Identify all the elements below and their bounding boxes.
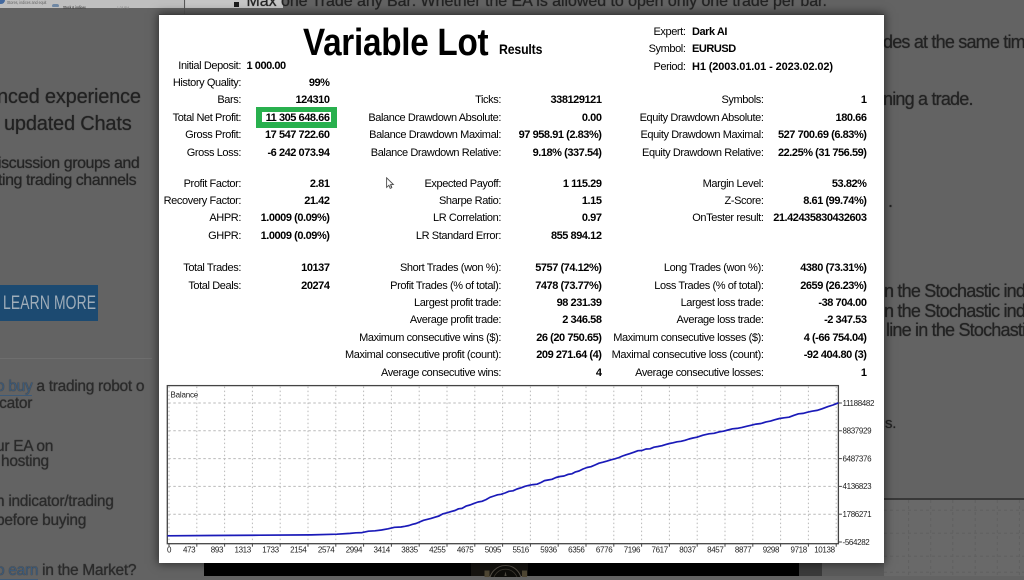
svg-text:Balance: Balance <box>171 391 199 400</box>
svg-text:5095: 5095 <box>485 546 502 555</box>
svg-text:6487376: 6487376 <box>843 454 873 463</box>
svg-text:5936: 5936 <box>540 546 557 555</box>
svg-text:3835: 3835 <box>401 546 418 555</box>
svg-text:8837929: 8837929 <box>843 427 873 436</box>
svg-text:2574: 2574 <box>318 546 335 555</box>
svg-text:4136823: 4136823 <box>843 482 873 491</box>
svg-text:4675: 4675 <box>457 546 474 555</box>
svg-text:1733: 1733 <box>262 546 279 555</box>
svg-text:9298: 9298 <box>763 546 780 555</box>
svg-text:8877: 8877 <box>735 546 752 555</box>
svg-text:8457: 8457 <box>707 546 724 555</box>
svg-text:6776: 6776 <box>596 546 613 555</box>
svg-text:7617: 7617 <box>651 546 668 555</box>
svg-text:0: 0 <box>167 546 172 555</box>
svg-text:1786271: 1786271 <box>843 510 873 519</box>
svg-text:1313: 1313 <box>234 546 251 555</box>
svg-text:473: 473 <box>183 546 196 555</box>
svg-text:4255: 4255 <box>429 546 446 555</box>
svg-text:11188482: 11188482 <box>843 399 876 408</box>
svg-text:5516: 5516 <box>512 546 529 555</box>
svg-text:-564282: -564282 <box>843 538 871 547</box>
svg-text:893: 893 <box>211 546 224 555</box>
svg-text:10138: 10138 <box>814 546 835 555</box>
svg-text:9718: 9718 <box>790 546 807 555</box>
svg-text:2154: 2154 <box>290 546 307 555</box>
svg-text:8037: 8037 <box>679 546 696 555</box>
svg-text:3414: 3414 <box>373 546 390 555</box>
svg-text:7196: 7196 <box>624 546 641 555</box>
svg-text:2994: 2994 <box>346 546 363 555</box>
svg-text:6356: 6356 <box>568 546 585 555</box>
